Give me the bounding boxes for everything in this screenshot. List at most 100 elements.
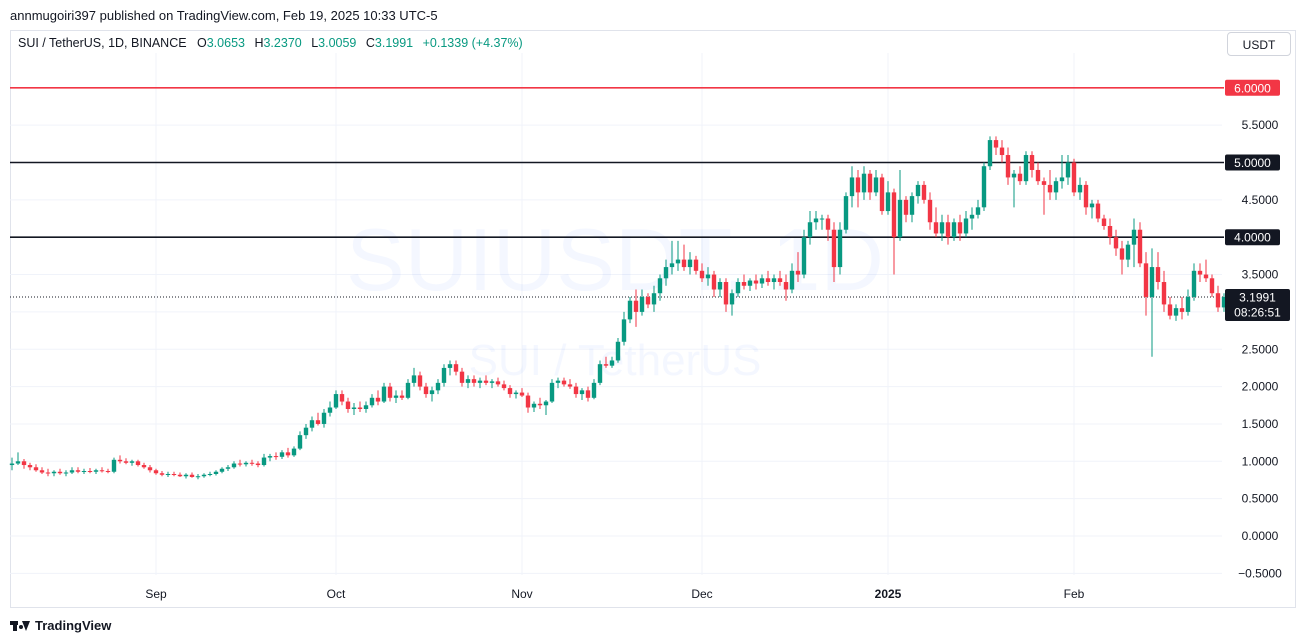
candle — [873, 169, 879, 197]
candle — [1029, 151, 1035, 178]
candle-body — [771, 278, 777, 283]
candle-body — [1125, 244, 1131, 260]
candle-body — [891, 192, 897, 238]
candle — [357, 401, 363, 412]
candle — [717, 278, 723, 297]
candle-body — [969, 214, 975, 219]
candle — [1005, 147, 1011, 185]
candle — [609, 356, 615, 368]
candle — [573, 382, 579, 398]
candle-body — [951, 222, 957, 238]
y-tick-label: 0.5000 — [1242, 492, 1279, 506]
candle-body — [489, 381, 495, 383]
candle-body — [537, 403, 543, 406]
candle-body — [15, 461, 21, 464]
close-label: C — [365, 36, 375, 50]
candle-body — [1143, 263, 1149, 297]
candle-body — [27, 465, 33, 468]
candle-body — [177, 474, 183, 477]
candle-body — [765, 278, 771, 283]
candle — [975, 199, 981, 219]
tradingview-logo-icon[interactable] — [10, 619, 30, 633]
candle — [969, 207, 975, 230]
candle-body — [477, 380, 483, 383]
candle — [867, 169, 873, 200]
y-tick-label: −0.5000 — [1238, 566, 1282, 580]
candle — [1059, 155, 1065, 189]
candle — [945, 214, 951, 245]
candle — [681, 244, 687, 271]
candle — [1161, 270, 1167, 312]
candle-body — [399, 395, 405, 398]
candle-body — [147, 467, 153, 471]
candle-body — [855, 177, 861, 193]
candle-body — [819, 218, 825, 220]
candle — [153, 468, 159, 475]
candle-body — [267, 456, 273, 458]
candle — [663, 259, 669, 286]
candle — [783, 274, 789, 301]
symbol-name[interactable]: SUI / TetherUS, 1D, BINANCE — [18, 36, 187, 50]
candle — [141, 462, 147, 469]
chart-frame — [10, 30, 1296, 608]
footer-brand[interactable]: TradingView — [35, 618, 112, 633]
candle-body — [573, 386, 579, 395]
candle — [435, 379, 441, 395]
candle-body — [615, 341, 621, 361]
candle — [999, 140, 1005, 163]
candle — [1191, 263, 1197, 301]
grid-lines — [10, 53, 1222, 575]
candle-body — [867, 173, 873, 193]
candle — [81, 468, 87, 474]
candle-body — [597, 364, 603, 383]
candle — [159, 471, 165, 477]
candle — [1149, 248, 1155, 357]
candle-body — [213, 471, 219, 474]
candle-body — [1089, 203, 1095, 208]
candle-body — [621, 319, 627, 342]
currency-button[interactable]: USDT — [1227, 32, 1291, 56]
candle-body — [897, 199, 903, 238]
candle-body — [957, 222, 963, 234]
candle — [369, 394, 375, 408]
candle — [447, 360, 453, 376]
candle-body — [1191, 270, 1197, 297]
candle — [759, 274, 765, 288]
candle — [507, 385, 513, 398]
close-value: 3.1991 — [374, 36, 414, 50]
candle — [1065, 155, 1071, 185]
candle-body — [1047, 184, 1053, 193]
candle-body — [63, 472, 69, 474]
candle-body — [1107, 225, 1113, 238]
candle — [33, 464, 39, 472]
candle — [531, 401, 537, 412]
candle-body — [87, 471, 93, 473]
candle — [1077, 177, 1083, 200]
y-tick-label: 3.5000 — [1242, 268, 1279, 282]
candle-body — [321, 412, 327, 424]
candle — [1137, 222, 1143, 268]
candle — [1071, 158, 1077, 197]
candle-body — [813, 218, 819, 223]
candle-body — [279, 452, 285, 457]
candle — [1047, 169, 1053, 200]
candle-body — [297, 435, 303, 449]
candle — [213, 470, 219, 476]
candle-body — [75, 470, 81, 472]
candle-body — [243, 462, 249, 465]
candle — [87, 468, 93, 474]
publish-info: annmugoiri397 published on TradingView.c… — [10, 8, 438, 23]
candle-body — [237, 463, 243, 465]
level-label-box — [1225, 154, 1280, 171]
candle — [495, 377, 501, 387]
candle-body — [447, 364, 453, 368]
candle — [225, 465, 231, 472]
candle-body — [51, 471, 57, 474]
candle — [957, 214, 963, 241]
candle — [927, 192, 933, 230]
candle — [885, 181, 891, 215]
y-tick-label: 5.5000 — [1242, 118, 1279, 132]
candle-body — [921, 184, 927, 200]
candle-body — [411, 375, 417, 383]
